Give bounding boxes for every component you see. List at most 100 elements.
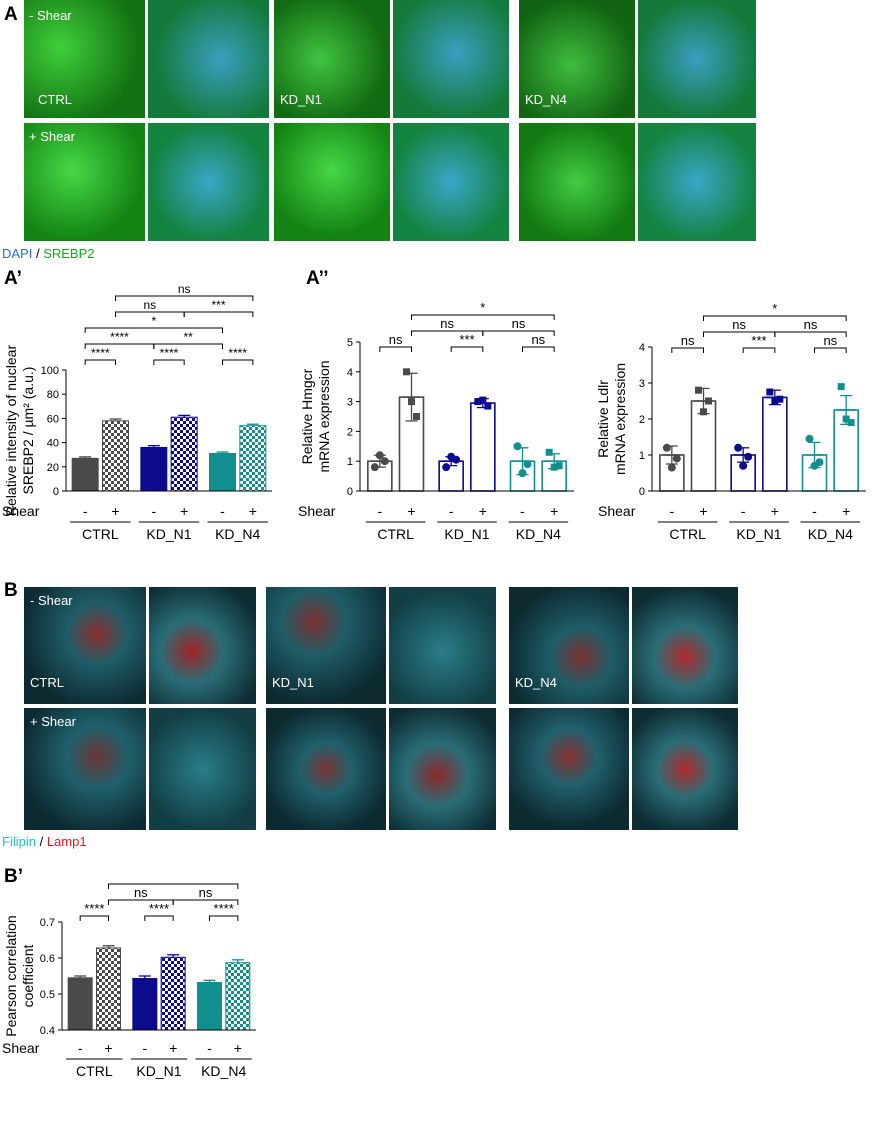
group-label: KD_N1: [736, 526, 781, 542]
legend-filipin-lamp1: Filipin / Lamp1: [2, 834, 87, 849]
significance-label: ****: [84, 901, 104, 916]
data-point: [662, 443, 671, 452]
y-tick-label: 3: [639, 378, 645, 390]
legend-separator-b: /: [35, 834, 47, 849]
y-axis-label: Relative Ldlr: [595, 380, 611, 458]
data-point: [413, 413, 420, 420]
data-point: [513, 442, 522, 451]
data-point: [667, 463, 676, 472]
micrograph-b-kdn1-minus-overview: KD_N1: [266, 587, 386, 704]
significance-bracket: [450, 346, 484, 352]
significance-bracket: [814, 347, 847, 353]
significance-label: ****: [149, 901, 169, 916]
significance-bracket: [183, 311, 254, 317]
significance-label: ***: [211, 298, 225, 312]
y-axis-label: Relative intensity of nuclear: [3, 345, 19, 517]
chart-a-double-prime-ldlr: 0 1 2 3 4 Relative Ldlr mRNA expression ns *** ns…: [595, 301, 866, 542]
group-label: KD_N4: [201, 1063, 246, 1079]
row-label-plus-shear: + Shear: [29, 129, 75, 144]
group-label: KD_N1: [444, 526, 489, 542]
micrograph-b-kdn4-plus-overview: [509, 708, 629, 830]
data-point: [847, 419, 855, 427]
micrograph-a-kdn4-minus-srebp2: KD_N4: [519, 0, 635, 118]
y-tick-label: 0: [347, 486, 353, 498]
bar: [239, 425, 267, 492]
significance-bracket: [144, 915, 174, 921]
legend-dapi-srebp2: DAPI / SREBP2: [2, 246, 95, 261]
data-point: [805, 434, 814, 443]
row-label-b-plus-shear: + Shear: [30, 714, 76, 729]
panel-letter-a-double-prime: A’’: [306, 268, 329, 289]
shear-sign: +: [111, 503, 119, 519]
shear-sign: +: [407, 503, 415, 519]
group-label: CTRL: [82, 526, 119, 542]
micrograph-a-kdn4-plus-merge: [638, 123, 756, 241]
micrograph-a-ctrl-minus-srebp2: - Shear CTRL: [24, 0, 145, 118]
micrograph-b-kdn4-plus-zoom: [632, 708, 738, 830]
significance-bracket: [671, 347, 704, 353]
significance-bracket: [115, 311, 185, 317]
shear-sign: +: [104, 1040, 112, 1056]
bar: [197, 981, 222, 1031]
significance-bracket: [742, 347, 776, 353]
y-tick-label: 2: [347, 426, 353, 438]
y-tick-label: 1: [639, 450, 645, 462]
data-point: [700, 408, 707, 416]
data-point: [734, 443, 743, 452]
group-label-kd-n4: KD_N4: [525, 92, 567, 107]
bar: [690, 400, 717, 492]
shear-label: Shear: [598, 503, 636, 519]
y-axis-label: Relative Hmgcr: [299, 368, 315, 464]
y-tick-label: 0.6: [40, 953, 55, 965]
micrograph-a-kdn1-plus-srebp2: [274, 123, 390, 241]
significance-label: **: [168, 880, 178, 884]
significance-label: **: [183, 330, 193, 344]
data-point: [771, 397, 779, 405]
data-point: [474, 398, 482, 406]
bar: [132, 978, 158, 1031]
significance-label: *: [772, 301, 777, 316]
data-point: [370, 463, 379, 472]
shear-sign: +: [771, 503, 779, 519]
bar: [209, 452, 236, 492]
significance-label: ****: [160, 346, 179, 360]
group-label: KD_N1: [136, 1063, 181, 1079]
micrograph-a-ctrl-plus-merge: [148, 123, 269, 241]
y-axis-label: coefficient: [20, 944, 36, 1007]
data-point: [766, 388, 774, 396]
legend-lamp1: Lamp1: [46, 834, 87, 849]
data-point: [550, 463, 558, 471]
significance-bracket: [774, 331, 847, 337]
micrograph-b-kdn4-minus-zoom: [632, 587, 738, 704]
significance-label: ns: [531, 332, 545, 347]
y-tick-label: 5: [347, 337, 353, 349]
bar: [102, 420, 129, 492]
shear-sign: -: [220, 503, 225, 519]
micrograph-a-kdn1-minus-srebp2: KD_N1: [274, 0, 390, 118]
group-label-kd-n1: KD_N1: [280, 92, 322, 107]
bar: [170, 416, 198, 492]
y-tick-label: 2: [639, 414, 645, 426]
significance-bracket: [703, 315, 847, 321]
shear-sign: -: [377, 503, 382, 519]
legend-dapi: DAPI: [2, 246, 33, 261]
shear-sign: +: [180, 503, 188, 519]
shear-sign: -: [207, 1040, 212, 1056]
shear-sign: +: [699, 503, 707, 519]
micrograph-b-kdn4-minus-overview: KD_N4: [509, 587, 629, 704]
significance-bracket: [84, 359, 116, 365]
bar: [225, 962, 251, 1031]
micrograph-b-ctrl-plus-overview: + Shear: [24, 708, 146, 830]
y-tick-label: 0.7: [40, 917, 55, 929]
significance-bracket: [522, 346, 555, 352]
shear-sign: -: [812, 503, 817, 519]
data-point: [545, 448, 553, 456]
significance-label: ns: [143, 298, 156, 312]
micrograph-a-kdn1-minus-merge: [393, 0, 509, 118]
shear-sign: -: [83, 503, 88, 519]
y-axis-label: SREBP2 / µm² (a.u.): [20, 367, 36, 495]
significance-label: ns: [732, 317, 746, 332]
bar: [140, 446, 168, 492]
group-label-b-ctrl: CTRL: [30, 675, 64, 690]
significance-label: ns: [512, 316, 526, 331]
